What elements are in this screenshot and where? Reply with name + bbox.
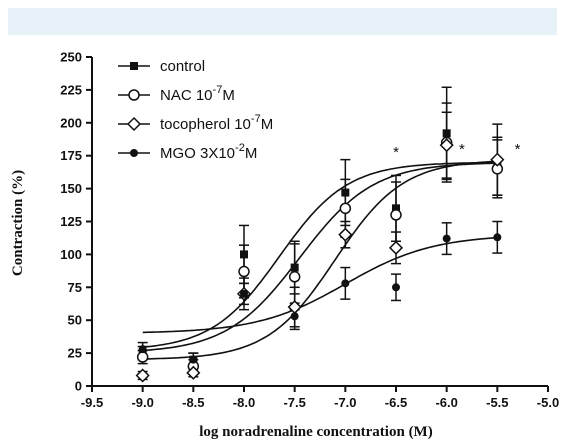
data-point-circle-open (128, 89, 140, 101)
data-point-square (392, 204, 400, 213)
header-band (8, 8, 557, 35)
y-tick-label: 250 (60, 50, 82, 65)
significance-marks: * * * (393, 141, 521, 161)
data-points (135, 129, 505, 383)
data-point-square (290, 263, 299, 272)
fit-curve (142, 161, 498, 348)
legend-label: control (160, 58, 205, 75)
data-point-diamond-open (490, 152, 505, 167)
x-tick-label: -6.0 (435, 395, 457, 410)
y-tick-label: 75 (68, 280, 82, 295)
legend-label: MGO 3X10-2M (160, 142, 257, 162)
data-point-circle-filled (189, 355, 198, 364)
y-tick-label: 125 (60, 214, 82, 229)
x-tick-label: -7.0 (334, 395, 356, 410)
x-tick-label: -8.0 (233, 395, 255, 410)
data-point-circle-filled (290, 312, 299, 321)
x-axis-title: log noradrenaline concentration (M) (199, 424, 432, 440)
data-point-circle-open (339, 202, 352, 215)
x-tick-label: -5.5 (486, 395, 508, 410)
x-tick-label: -9.0 (131, 395, 153, 410)
data-point-circle-open (288, 271, 301, 283)
data-point-square (130, 62, 138, 70)
legend-label: tocopherol 10-7M (160, 113, 273, 133)
error-bars (137, 86, 503, 381)
data-point-diamond-open (388, 240, 404, 255)
y-tick-label: 0 (75, 379, 82, 394)
data-point-circle-filled (442, 234, 451, 243)
data-point-diamond-open (186, 365, 201, 380)
fit-curve (142, 236, 498, 334)
data-point-diamond-open (126, 116, 142, 132)
data-point-circle-filled (130, 149, 138, 157)
data-point-circle-filled (240, 289, 248, 298)
data-point-circle-filled (341, 279, 350, 288)
data-point-diamond-open (338, 227, 353, 242)
y-tick-label: 150 (60, 181, 82, 196)
data-point-circle-open (136, 351, 149, 363)
y-tick-label: 50 (68, 313, 82, 328)
y-tick-label: 25 (68, 346, 82, 361)
fit-curves (142, 160, 498, 360)
fit-curve (142, 160, 498, 360)
x-tick-label: -7.5 (283, 395, 305, 410)
data-point-square (341, 188, 350, 197)
data-point-circle-filled (138, 345, 147, 354)
y-tick-label: 100 (60, 247, 82, 262)
data-point-circle-open (238, 265, 250, 278)
x-tick-label: -5.0 (537, 395, 559, 410)
axes: 0 25 50 75 100 125 150 175 200 225 250 -9.5 -9.0 -8.5… (60, 50, 559, 411)
x-tick-label: -9.5 (81, 395, 103, 410)
y-tick-label: 200 (60, 115, 82, 130)
legend: control NAC 10-7M tocopherol 10-7M MGO 3X10… (118, 58, 273, 162)
data-point-square (240, 250, 248, 259)
data-point-diamond-open (135, 368, 150, 383)
fit-curve (142, 162, 498, 352)
x-tick-label: -8.5 (182, 395, 204, 410)
significance-star: * (515, 141, 521, 158)
x-tick-label: -6.5 (385, 395, 407, 410)
data-point-circle-open (390, 209, 402, 221)
legend-label: NAC 10-7M (160, 84, 235, 104)
data-point-circle-filled (493, 233, 502, 242)
y-tick-label: 225 (60, 82, 82, 97)
data-point-circle-filled (392, 283, 400, 292)
y-axis-title: Contraction (%) (10, 170, 26, 276)
y-tick-label: 175 (60, 148, 82, 163)
data-point-diamond-open (439, 138, 454, 153)
significance-star: * (459, 141, 465, 158)
significance-star: * (393, 144, 399, 161)
data-point-square (442, 129, 451, 138)
